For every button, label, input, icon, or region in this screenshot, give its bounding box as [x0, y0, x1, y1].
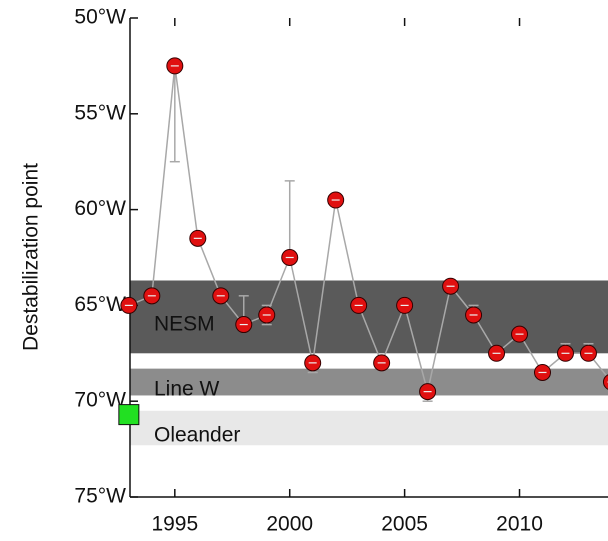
x-tick-label: 2010 — [496, 513, 543, 536]
y-tick-label: 60°W — [74, 197, 126, 220]
y-axis-label: Destabilization point — [20, 163, 43, 351]
marker — [118, 404, 140, 426]
y-tick-label: 75°W — [74, 485, 126, 508]
band — [130, 280, 608, 354]
band — [130, 368, 608, 396]
x-tick-label: 1995 — [151, 513, 198, 536]
band — [130, 410, 608, 446]
y-tick-label: 65°W — [74, 293, 126, 316]
band-label: Line W — [154, 378, 220, 401]
x-tick-label: 2005 — [381, 513, 428, 536]
y-tick-label: 55°W — [74, 101, 126, 124]
y-tick-label: 50°W — [74, 6, 126, 29]
band-label: Oleander — [154, 424, 240, 447]
x-tick-label: 2000 — [266, 513, 313, 536]
y-tick-label: 70°W — [74, 389, 126, 412]
series-line — [128, 65, 608, 392]
point — [602, 374, 608, 390]
band-label: NESM — [154, 312, 215, 335]
